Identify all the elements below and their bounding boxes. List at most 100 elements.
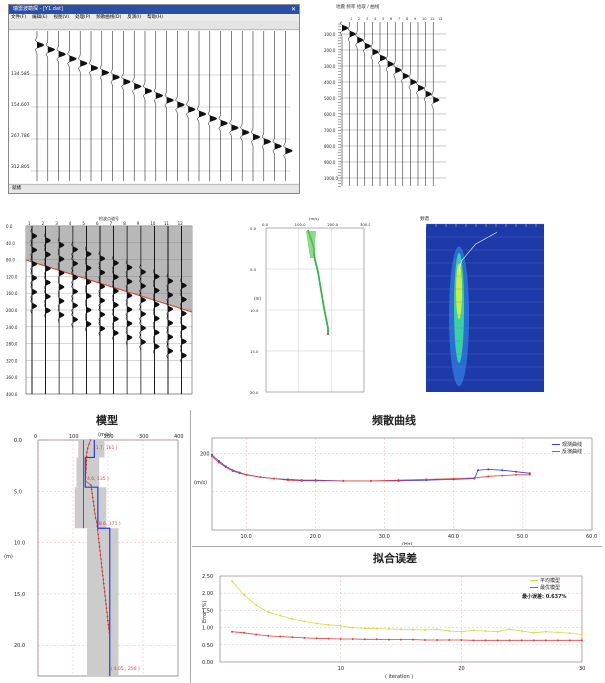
series-point: [424, 638, 427, 641]
trace-fill: [72, 260, 78, 267]
x-tick: 400: [174, 434, 184, 440]
menu-item[interactable]: 处理(P): [75, 15, 91, 20]
trace: [229, 31, 239, 181]
trace: [340, 21, 349, 186]
menu-item[interactable]: 频散曲线(D): [96, 15, 122, 20]
series-point: [387, 627, 390, 630]
series-point: [484, 639, 487, 642]
top-tick: 8: [123, 221, 126, 226]
trace-fill: [32, 233, 37, 239]
x-tick: 40.0: [448, 534, 459, 540]
seismic-gather-2: 1 2 3 4 5 6 7 8 9 10 11 12100.0200.0300.0400.0500.0…: [322, 14, 446, 188]
trace-fill: [188, 106, 196, 113]
header-label: 检波点道号: [99, 215, 119, 221]
top-tick: 2: [358, 17, 360, 21]
series-point: [363, 627, 366, 630]
x-unit: (m/s): [309, 216, 319, 221]
menu-item[interactable]: 反演(I): [127, 15, 142, 20]
menu-bar: 文件(F) 编辑(E) 视图(V) 处理(P) 频散曲线(D) 反演(I) 帮助(H): [9, 14, 299, 21]
trace-fill: [127, 278, 133, 285]
depth-label: 154.607: [11, 102, 30, 108]
series-point: [217, 461, 220, 464]
model-panel: 模型 (m/s) 0 100 200 300 400 0.0 5.0 10.0 15.0 20.0 (m…: [0, 410, 190, 683]
misfit-title: 拟合误差: [373, 551, 417, 565]
series-point: [487, 475, 490, 478]
trace: [56, 31, 66, 181]
trace-fill: [154, 301, 160, 308]
y-label: (m): [254, 296, 261, 301]
trace: [99, 31, 109, 181]
y-tick: 0.50: [202, 643, 213, 649]
depth-label: 1000.0: [324, 176, 338, 181]
series-line: [232, 631, 582, 641]
y-tick: 20.0: [14, 643, 25, 649]
trace-fill: [263, 138, 271, 145]
x-tick: 30.0: [379, 534, 390, 540]
trace-fill: [372, 49, 379, 55]
x-tick: 100.0: [295, 222, 306, 227]
trace: [98, 226, 106, 394]
trace: [218, 31, 228, 181]
close-icon[interactable]: ✕: [290, 6, 296, 13]
series-point: [303, 636, 306, 639]
series-point: [339, 637, 342, 640]
trace-fill: [285, 147, 293, 154]
trace-fill: [59, 270, 65, 276]
series-point: [484, 630, 487, 633]
series-point: [279, 635, 282, 638]
trace-fill: [134, 83, 142, 90]
y-tick: 2.50: [202, 574, 213, 580]
series-line: [231, 580, 583, 635]
range-band: [78, 440, 105, 458]
trace-fill: [86, 251, 92, 257]
series-point: [520, 630, 523, 633]
y-label: (m): [4, 554, 13, 560]
series-point: [300, 479, 303, 482]
y-tick: 1.50: [202, 608, 213, 614]
trace-fill: [127, 292, 133, 299]
menu-item[interactable]: 文件(F): [11, 15, 27, 20]
trace-fill: [181, 338, 187, 345]
menu-item[interactable]: 视图(V): [53, 15, 70, 20]
series-point: [581, 639, 583, 642]
series-point: [556, 631, 559, 634]
series-point: [267, 611, 270, 614]
trace: [45, 31, 55, 181]
trace-fill: [112, 74, 120, 81]
trace-fill: [181, 296, 187, 303]
trace: [431, 22, 440, 186]
window-title: 瑞雷波勘探 - [Y1.dat]: [13, 6, 63, 12]
model-annotation: 4.6, 135 ): [87, 476, 109, 482]
y-tick: 15.0: [250, 349, 259, 354]
left-tick: 360.0: [6, 375, 18, 380]
trace-fill: [181, 324, 187, 331]
trace-fill: [45, 251, 51, 258]
series-point: [279, 614, 282, 617]
menu-item[interactable]: 帮助(H): [147, 15, 164, 20]
trace-fill: [395, 67, 402, 73]
trace-fill: [100, 283, 105, 290]
series-point: [315, 637, 318, 640]
trace-fill: [168, 306, 173, 312]
trace: [370, 22, 379, 186]
series-point: [363, 638, 366, 641]
left-tick: 240.0: [6, 325, 18, 330]
menu-item[interactable]: 编辑(E): [32, 15, 48, 20]
plot-frame: [211, 437, 593, 531]
trace: [347, 21, 356, 186]
trace-fill: [168, 278, 173, 284]
trace: [153, 31, 163, 181]
trace-fill: [113, 274, 119, 280]
trace-fill: [181, 282, 187, 289]
left-tick: 400.0: [6, 392, 18, 396]
legend-label: 观测曲线: [562, 441, 582, 448]
trace: [240, 31, 250, 181]
misfit-chart: 拟合误差 2.50 2.00 1.50 1.00 0.50 0.00 10 20 30 Error …: [202, 551, 585, 680]
trace-fill: [113, 288, 119, 294]
trace-fill: [32, 261, 37, 267]
trace: [180, 226, 187, 394]
top-tick: 4: [374, 17, 377, 21]
trace-fill: [100, 311, 105, 318]
series-point: [267, 634, 270, 637]
